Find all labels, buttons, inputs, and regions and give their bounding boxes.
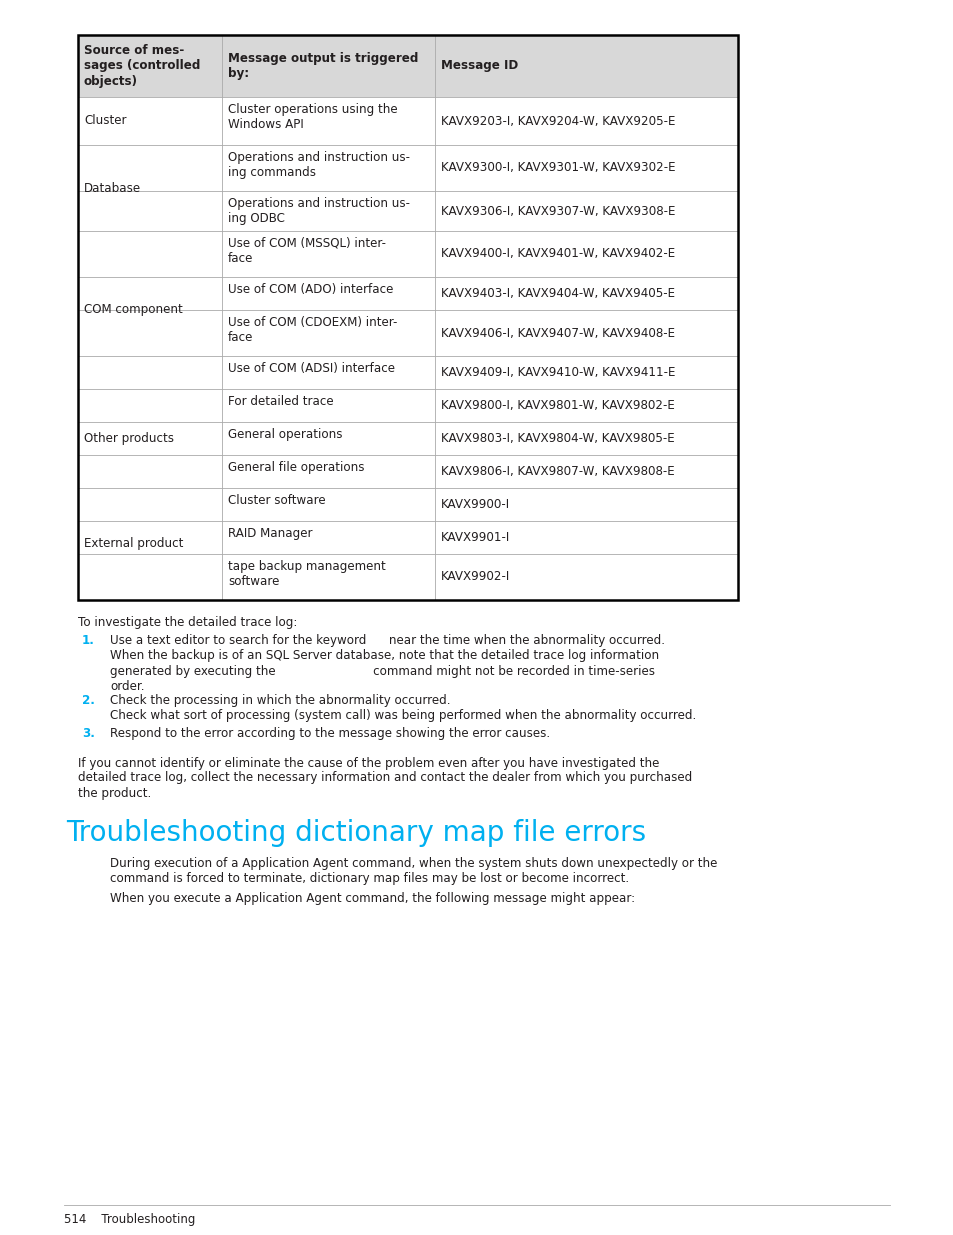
Text: KAVX9409-I, KAVX9410-W, KAVX9411-E: KAVX9409-I, KAVX9410-W, KAVX9411-E — [440, 366, 675, 379]
Text: Check what sort of processing (system call) was being performed when the abnorma: Check what sort of processing (system ca… — [110, 709, 696, 722]
Text: KAVX9902-I: KAVX9902-I — [440, 571, 510, 583]
Text: Operations and instruction us-
ing commands: Operations and instruction us- ing comma… — [228, 151, 410, 179]
Text: KAVX9800-I, KAVX9801-W, KAVX9802-E: KAVX9800-I, KAVX9801-W, KAVX9802-E — [440, 399, 674, 412]
Text: KAVX9306-I, KAVX9307-W, KAVX9308-E: KAVX9306-I, KAVX9307-W, KAVX9308-E — [440, 205, 675, 217]
Text: KAVX9806-I, KAVX9807-W, KAVX9808-E: KAVX9806-I, KAVX9807-W, KAVX9808-E — [440, 466, 674, 478]
Text: Use a text editor to search for the keyword      near the time when the abnormal: Use a text editor to search for the keyw… — [110, 634, 664, 647]
Text: Operations and instruction us-
ing ODBC: Operations and instruction us- ing ODBC — [228, 198, 410, 225]
Text: 1.: 1. — [82, 634, 94, 647]
Text: Use of COM (ADSI) interface: Use of COM (ADSI) interface — [228, 362, 395, 375]
Text: KAVX9203-I, KAVX9204-W, KAVX9205-E: KAVX9203-I, KAVX9204-W, KAVX9205-E — [440, 115, 675, 127]
Text: Source of mes-
sages (controlled
objects): Source of mes- sages (controlled objects… — [84, 44, 200, 88]
Text: Respond to the error according to the message showing the error causes.: Respond to the error according to the me… — [110, 727, 550, 740]
Text: When you execute a Application Agent command, the following message might appear: When you execute a Application Agent com… — [110, 892, 635, 905]
Text: General file operations: General file operations — [228, 461, 364, 474]
Text: RAID Manager: RAID Manager — [228, 527, 313, 540]
Text: External product: External product — [84, 537, 183, 551]
Text: General operations: General operations — [228, 429, 342, 441]
Text: KAVX9900-I: KAVX9900-I — [440, 498, 510, 511]
Text: Cluster software: Cluster software — [228, 494, 325, 508]
Text: When the backup is of an SQL Server database, note that the detailed trace log i: When the backup is of an SQL Server data… — [110, 650, 659, 693]
Text: To investigate the detailed trace log:: To investigate the detailed trace log: — [78, 616, 297, 629]
Text: tape backup management
software: tape backup management software — [228, 559, 385, 588]
Text: KAVX9400-I, KAVX9401-W, KAVX9402-E: KAVX9400-I, KAVX9401-W, KAVX9402-E — [440, 247, 675, 261]
Text: During execution of a Application Agent command, when the system shuts down unex: During execution of a Application Agent … — [110, 857, 717, 885]
Text: Use of COM (MSSQL) inter-
face: Use of COM (MSSQL) inter- face — [228, 237, 386, 266]
Text: KAVX9403-I, KAVX9404-W, KAVX9405-E: KAVX9403-I, KAVX9404-W, KAVX9405-E — [440, 287, 675, 300]
Bar — [78, 35, 738, 98]
Text: KAVX9803-I, KAVX9804-W, KAVX9805-E: KAVX9803-I, KAVX9804-W, KAVX9805-E — [440, 432, 674, 445]
Text: COM component: COM component — [84, 304, 183, 316]
Text: KAVX9300-I, KAVX9301-W, KAVX9302-E: KAVX9300-I, KAVX9301-W, KAVX9302-E — [440, 162, 675, 174]
Text: Other products: Other products — [84, 432, 173, 445]
Text: For detailed trace: For detailed trace — [228, 395, 334, 408]
Text: Cluster operations using the
Windows API: Cluster operations using the Windows API — [228, 103, 397, 131]
Text: 3.: 3. — [82, 727, 94, 740]
Text: Check the processing in which the abnormality occurred.: Check the processing in which the abnorm… — [110, 694, 450, 706]
Text: Message output is triggered
by:: Message output is triggered by: — [228, 52, 418, 80]
Text: 514    Troubleshooting: 514 Troubleshooting — [64, 1213, 195, 1226]
Text: KAVX9406-I, KAVX9407-W, KAVX9408-E: KAVX9406-I, KAVX9407-W, KAVX9408-E — [440, 326, 675, 340]
Text: Use of COM (ADO) interface: Use of COM (ADO) interface — [228, 283, 393, 296]
Text: Troubleshooting dictionary map file errors: Troubleshooting dictionary map file erro… — [66, 819, 645, 847]
Text: Cluster: Cluster — [84, 115, 127, 127]
Text: If you cannot identify or eliminate the cause of the problem even after you have: If you cannot identify or eliminate the … — [78, 757, 692, 799]
Text: KAVX9901-I: KAVX9901-I — [440, 531, 510, 543]
Text: Database: Database — [84, 182, 141, 194]
Text: Message ID: Message ID — [440, 59, 517, 73]
Bar — [78, 35, 738, 600]
Text: 2.: 2. — [82, 694, 94, 706]
Text: Use of COM (CDOEXM) inter-
face: Use of COM (CDOEXM) inter- face — [228, 316, 397, 345]
